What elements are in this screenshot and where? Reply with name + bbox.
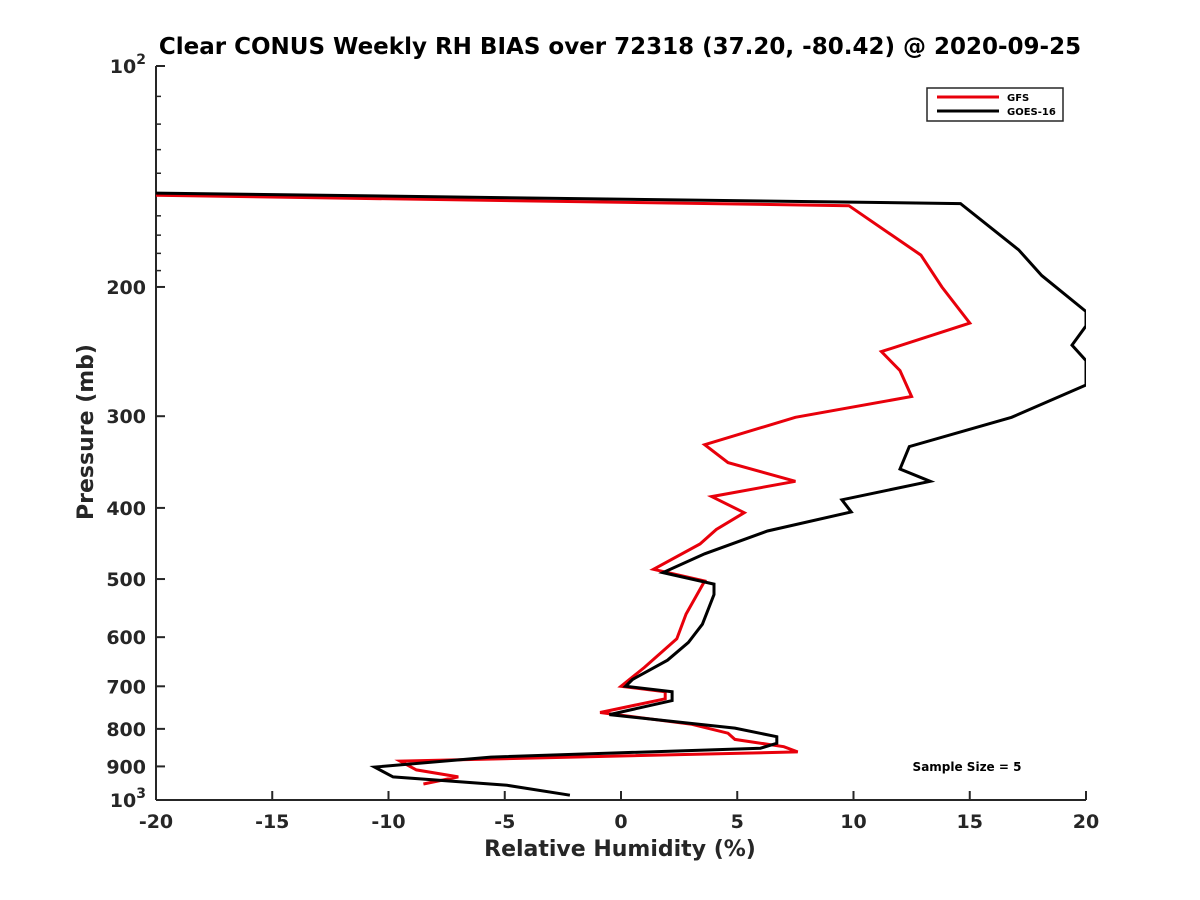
y-axis-ticks: 102 200 300 400 500 600 700 800 900 103: [106, 52, 165, 812]
series-line-goes-16: [156, 191, 1086, 797]
legend: GFS GOES-16: [926, 87, 1064, 122]
y-tick-label: 103: [110, 786, 146, 812]
y-axis-label: Pressure (mb): [74, 344, 99, 520]
x-tick-label: -10: [371, 811, 405, 833]
x-tick-label: 20: [1073, 811, 1099, 833]
x-tick-label: 0: [614, 811, 627, 833]
x-axis-ticks: -20 -15 -10 -5 0 5 10 15 20: [139, 791, 1099, 833]
sample-size-annotation: Sample Size = 5: [913, 760, 1022, 774]
x-tick-label: 5: [731, 811, 744, 833]
plot-axes: [155, 66, 1086, 801]
x-tick-label: -20: [139, 811, 173, 833]
series-lines: [156, 191, 1086, 797]
y-tick-label: 102: [110, 52, 146, 78]
x-tick-label: -5: [494, 811, 515, 833]
y-tick-label: 300: [106, 406, 146, 428]
chart-title: Clear CONUS Weekly RH BIAS over 72318 (3…: [159, 34, 1081, 60]
series-line-gfs: [156, 193, 973, 786]
x-tick-label: -15: [255, 811, 289, 833]
legend-box: [926, 87, 1064, 122]
y-tick-label: 700: [106, 676, 146, 698]
x-tick-label: 15: [957, 811, 983, 833]
y-tick-label: 800: [106, 719, 146, 741]
y-tick-label: 400: [106, 498, 146, 520]
y-tick-label: 200: [106, 277, 146, 299]
legend-label: GOES-16: [1007, 107, 1056, 118]
x-axis-label: Relative Humidity (%): [484, 837, 756, 862]
legend-label: GFS: [1007, 93, 1029, 104]
x-tick-label: 10: [840, 811, 866, 833]
y-tick-label: 600: [106, 627, 146, 649]
y-tick-label: 900: [106, 756, 146, 778]
y-tick-label: 500: [106, 569, 146, 591]
